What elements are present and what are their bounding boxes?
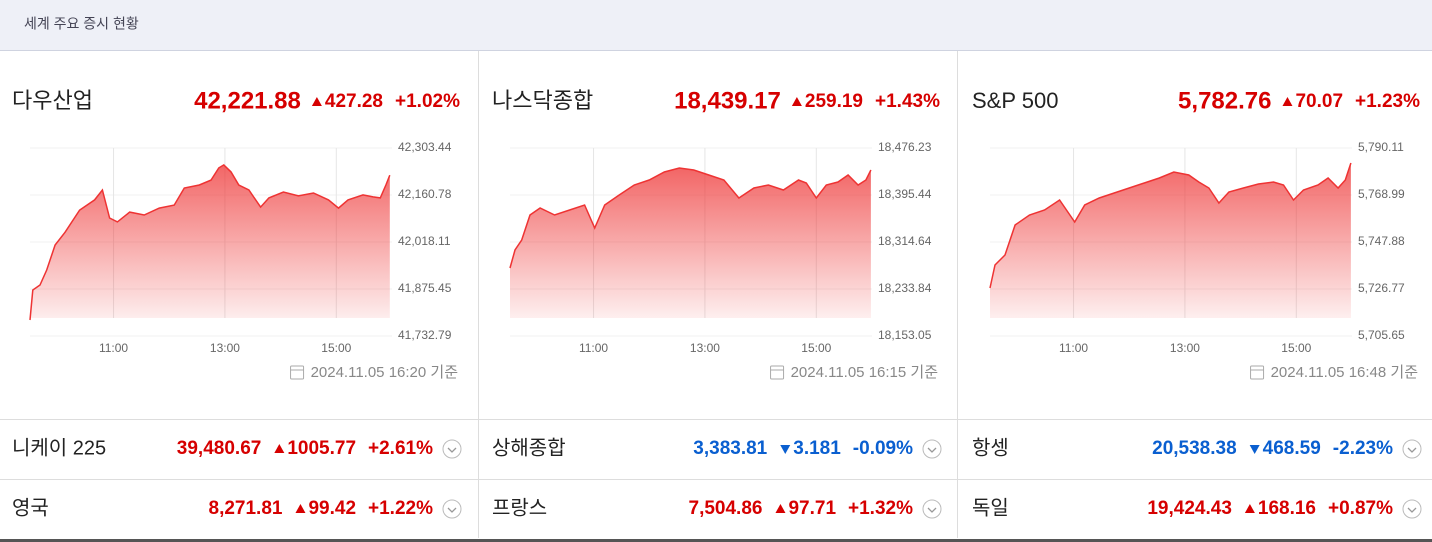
change-pct: +1.22% xyxy=(368,498,433,519)
index-name: 영국 xyxy=(12,496,49,519)
y-tick-label: 18,476.23 xyxy=(878,140,932,154)
x-tick-label: 11:00 xyxy=(579,341,608,355)
change-arrow xyxy=(780,445,791,454)
y-tick-label: 42,160.78 xyxy=(398,187,452,201)
change-arrow xyxy=(1249,445,1260,454)
expand-button[interactable] xyxy=(1402,499,1422,519)
change-arrow xyxy=(791,97,802,106)
x-tick-label: 15:00 xyxy=(801,341,831,355)
expand-button[interactable] xyxy=(1402,439,1422,459)
calendar-icon xyxy=(290,365,305,380)
line xyxy=(989,162,1352,289)
change-pct: -0.09% xyxy=(853,438,913,459)
expand-chevron xyxy=(1407,447,1417,453)
price: 7,504.86 xyxy=(689,498,763,519)
y-tick-label: 5,768.99 xyxy=(1358,187,1405,201)
change-pct: +1.23% xyxy=(1355,91,1420,112)
line xyxy=(29,163,391,321)
x-tick-label: 15:00 xyxy=(1281,341,1311,355)
area xyxy=(990,163,1351,318)
x-tick-label: 11:00 xyxy=(99,341,128,355)
change-pct: +0.87% xyxy=(1328,498,1393,519)
change-pct: -2.23% xyxy=(1333,438,1393,459)
expand-button[interactable] xyxy=(442,499,462,519)
x-tick-label: 13:00 xyxy=(690,341,720,355)
change-arrow xyxy=(1282,97,1293,106)
timestamp: 2024.11.05 16:20 기준 xyxy=(311,364,459,381)
price: 20,538.38 xyxy=(1152,438,1237,459)
change: 168.16 xyxy=(1258,498,1316,519)
y-tick-label: 18,153.05 xyxy=(878,328,932,342)
x-tick-label: 11:00 xyxy=(1059,341,1088,355)
expand-button[interactable] xyxy=(442,439,462,459)
price: 39,480.67 xyxy=(177,438,262,459)
change: 97.71 xyxy=(788,498,836,519)
bottom-border xyxy=(0,539,1432,542)
y-tick-label: 41,875.45 xyxy=(398,281,452,295)
y-tick-label: 18,314.64 xyxy=(878,234,932,248)
index-name: 항셍 xyxy=(972,436,1009,459)
y-tick-label: 5,747.88 xyxy=(1358,234,1405,248)
y-tick-label: 5,726.77 xyxy=(1358,281,1405,295)
x-tick-label: 13:00 xyxy=(210,341,240,355)
price: 19,424.43 xyxy=(1147,498,1232,519)
change-pct: +1.32% xyxy=(848,498,913,519)
line xyxy=(509,167,872,269)
timestamp: 2024.11.05 16:15 기준 xyxy=(791,364,939,381)
change-pct: +1.43% xyxy=(875,91,940,112)
index-name: 상해종합 xyxy=(492,436,566,459)
expand-chevron xyxy=(1407,507,1417,513)
calendar-icon xyxy=(770,365,785,380)
index-name: 독일 xyxy=(972,496,1009,519)
change-arrow xyxy=(311,97,322,106)
change: 70.07 xyxy=(1295,91,1343,112)
change: 259.19 xyxy=(805,91,863,112)
price: 3,383.81 xyxy=(693,438,767,459)
expand-button[interactable] xyxy=(922,499,942,519)
expand-chevron xyxy=(447,447,457,453)
price: 8,271.81 xyxy=(209,498,283,519)
change: 427.28 xyxy=(325,91,383,112)
y-tick-label: 18,395.44 xyxy=(878,187,932,201)
expand-chevron xyxy=(927,507,937,513)
expand-button[interactable] xyxy=(922,439,942,459)
change: 468.59 xyxy=(1263,438,1321,459)
change-arrow xyxy=(295,504,306,513)
timestamp: 2024.11.05 16:48 기준 xyxy=(1271,364,1419,381)
y-tick-label: 5,790.11 xyxy=(1358,140,1404,154)
change-arrow xyxy=(1244,504,1255,513)
y-tick-label: 18,233.84 xyxy=(878,281,932,295)
index-name: 니케이 225 xyxy=(12,436,106,459)
change: 99.42 xyxy=(308,498,356,519)
change: 3.181 xyxy=(793,438,841,459)
header-title: 세계 주요 증시 현황 xyxy=(24,16,139,32)
change: 1005.77 xyxy=(287,438,356,459)
expand-chevron xyxy=(927,447,937,453)
y-tick-label: 5,705.65 xyxy=(1358,328,1405,342)
change-pct: +1.02% xyxy=(395,91,460,112)
area xyxy=(30,164,390,320)
x-tick-label: 15:00 xyxy=(321,341,351,355)
index-name: 프랑스 xyxy=(492,496,547,519)
change-arrow xyxy=(775,504,786,513)
y-tick-label: 42,018.11 xyxy=(398,234,451,248)
y-tick-label: 41,732.79 xyxy=(398,328,452,342)
price: 18,439.17 xyxy=(674,87,781,114)
y-tick-label: 42,303.44 xyxy=(398,140,452,154)
calendar-icon xyxy=(1250,365,1265,380)
area xyxy=(510,168,871,318)
expand-chevron xyxy=(447,507,457,513)
change-pct: +2.61% xyxy=(368,438,433,459)
index-name: 다우산업 xyxy=(12,88,93,113)
index-name: 나스닥종합 xyxy=(492,88,593,113)
index-name: S&P 500 xyxy=(972,88,1058,113)
price: 42,221.88 xyxy=(194,87,301,114)
x-tick-label: 13:00 xyxy=(1170,341,1200,355)
header-bar xyxy=(0,0,1432,50)
price: 5,782.76 xyxy=(1178,87,1271,114)
change-arrow xyxy=(274,444,285,453)
